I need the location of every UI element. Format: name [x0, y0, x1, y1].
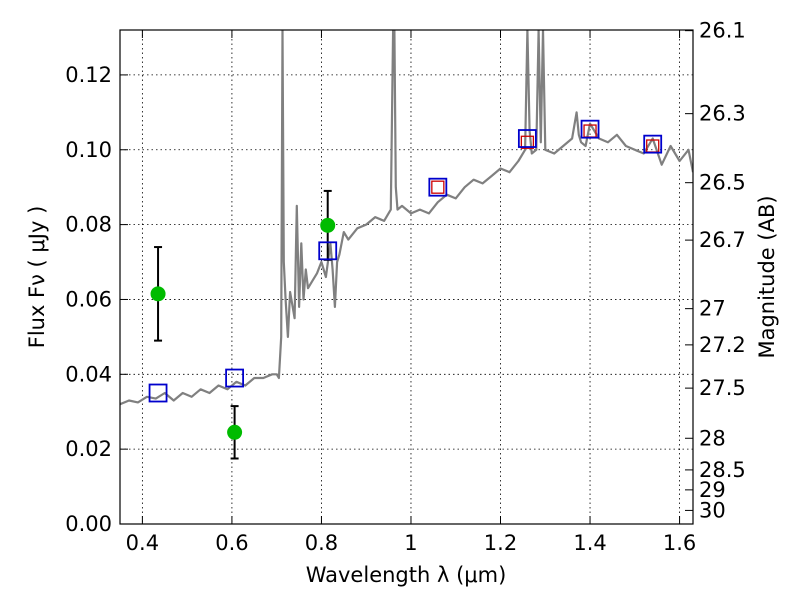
x-axis: 0.4 0.6 0.8 1 1.2 1.4 1.6 — [126, 30, 696, 555]
y-right-tick-label: 28 — [699, 426, 726, 450]
y-tick-label: 0.08 — [65, 213, 112, 237]
grid-lines — [120, 30, 693, 524]
x-axis-title: Wavelength λ (μm) — [306, 563, 507, 587]
x-tick-label: 1.2 — [484, 531, 517, 555]
model-point-blue — [318, 241, 338, 261]
observed-point — [227, 424, 243, 440]
x-tick-label: 0.8 — [305, 531, 338, 555]
model-point-red — [520, 135, 535, 149]
y-axis-right-title: Magnitude (AB) — [755, 195, 779, 358]
y-right-tick-label: 26.7 — [699, 228, 746, 252]
y-tick-label: 0.10 — [65, 138, 112, 162]
y-right-tick-label: 26.3 — [699, 102, 746, 126]
model-point-blue — [517, 129, 537, 148]
model-point-blue — [148, 383, 168, 403]
x-tick-label: 1.6 — [663, 531, 696, 555]
y-axis-title: Flux Fν ( μJy ) — [25, 206, 49, 349]
plot-background — [120, 30, 693, 524]
model-point-blue — [643, 134, 663, 154]
model-point-blue — [225, 368, 245, 388]
y-right-tick-label: 27.2 — [699, 333, 746, 357]
x-tick-label: 1 — [404, 531, 417, 555]
plot-frame — [119, 29, 694, 525]
y-right-tick-label: 26.5 — [699, 171, 746, 195]
y-right-tick-label: 27 — [699, 297, 726, 321]
observed-point — [320, 217, 336, 233]
y-axis-left: 0.00 0.02 0.04 0.06 0.08 0.10 0.12 — [65, 63, 128, 536]
y-tick-label: 0.06 — [65, 287, 112, 311]
model-point-blue — [580, 119, 600, 139]
y-tick-label: 0.12 — [65, 63, 112, 87]
model-point-blue — [428, 177, 448, 197]
y-right-tick-label: 26.1 — [699, 19, 746, 43]
x-tick-label: 1.4 — [573, 531, 606, 555]
spectrum-line — [120, 30, 693, 406]
y-tick-label: 0.00 — [65, 512, 112, 536]
spectrum-layer — [120, 30, 693, 406]
model-point-red — [431, 180, 445, 194]
observed-point — [150, 286, 166, 302]
y-tick-label: 0.04 — [65, 362, 112, 386]
x-tick-label: 0.4 — [126, 531, 159, 555]
y-tick-label: 0.02 — [65, 437, 112, 461]
y-right-tick-label: 27.5 — [699, 376, 746, 400]
x-tick-label: 0.6 — [215, 531, 248, 555]
markers-layer — [148, 119, 663, 460]
y-right-tick-label: 28.5 — [699, 458, 746, 482]
y-right-tick-label: 29 — [699, 478, 726, 502]
y-right-tick-label: 30 — [699, 498, 726, 522]
